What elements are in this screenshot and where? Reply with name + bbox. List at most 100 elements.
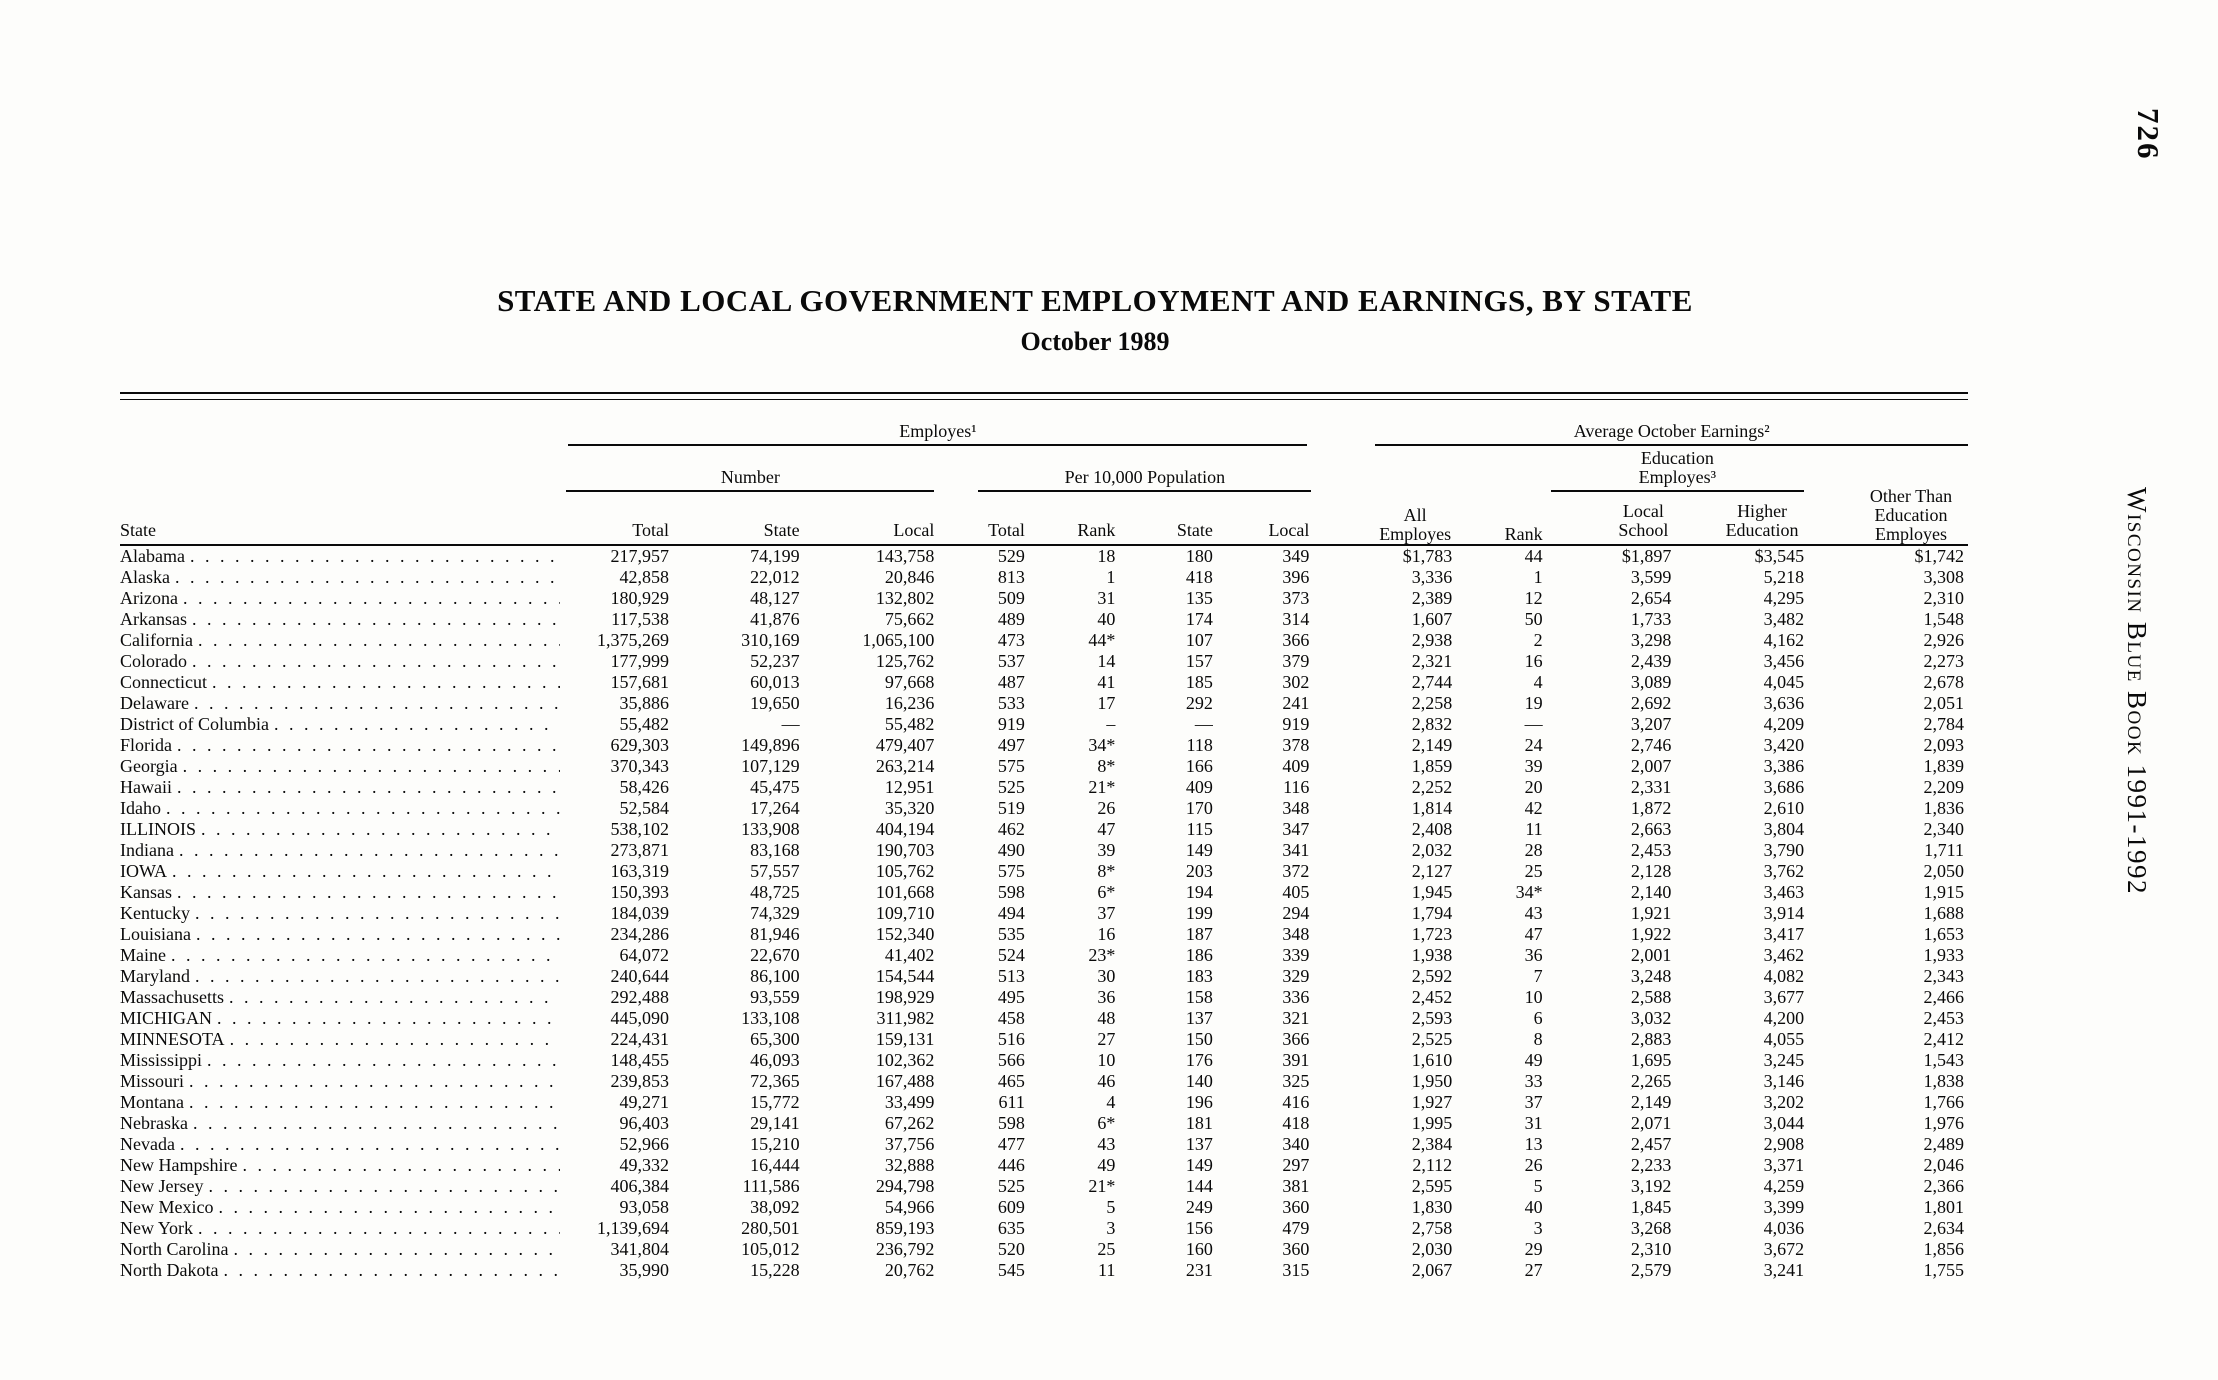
value-cell: 48,127 xyxy=(750,588,800,608)
value-cell: 4,209 xyxy=(1763,714,1805,734)
value-cell: 310,169 xyxy=(741,630,800,650)
value-cell: 3,417 xyxy=(1763,924,1805,944)
value-cell: 34* xyxy=(1515,882,1543,902)
value-cell: 516 xyxy=(997,1029,1025,1049)
value-cell: 3,298 xyxy=(1630,630,1672,650)
value-cell: 65,300 xyxy=(750,1029,800,1049)
value-cell: 3,463 xyxy=(1763,882,1805,902)
header-group-earnings: Average October Earnings² xyxy=(1313,408,1968,446)
value-cell: 170 xyxy=(1185,798,1213,818)
value-cell: 6* xyxy=(1097,1113,1116,1133)
value-cell: 154,544 xyxy=(875,966,935,986)
value-cell: 16,236 xyxy=(884,693,935,713)
leader-dots xyxy=(189,1092,560,1113)
value-cell: 314 xyxy=(1282,609,1310,629)
state-name: IOWA xyxy=(120,861,167,881)
value-cell: 20 xyxy=(1524,777,1543,797)
value-cell: 4,295 xyxy=(1763,588,1805,608)
value-cell: 533 xyxy=(997,693,1025,713)
value-cell: 116 xyxy=(1283,777,1310,797)
value-cell: 34* xyxy=(1088,735,1116,755)
leader-dots xyxy=(179,840,560,861)
value-cell: 3,207 xyxy=(1630,714,1672,734)
value-cell: 196 xyxy=(1185,1092,1213,1112)
value-cell: 23* xyxy=(1088,945,1116,965)
value-cell: 49 xyxy=(1097,1155,1116,1175)
value-cell: 1,607 xyxy=(1411,609,1453,629)
value-cell: 348 xyxy=(1282,798,1310,818)
state-name: MICHIGAN xyxy=(120,1008,212,1028)
state-name-cell: New Hampshire xyxy=(120,1155,562,1176)
value-cell: 163,319 xyxy=(610,861,669,881)
value-cell: 311,982 xyxy=(876,1008,935,1028)
value-cell: 55,482 xyxy=(619,714,669,734)
value-cell: 10 xyxy=(1097,1050,1116,1070)
value-cell: 339 xyxy=(1282,945,1310,965)
value-cell: 174 xyxy=(1185,609,1213,629)
leader-dots xyxy=(193,1113,560,1134)
header-pop-total: Total xyxy=(938,492,1029,546)
value-cell: 28 xyxy=(1524,840,1543,860)
value-cell: 36 xyxy=(1524,945,1543,965)
value-cell: 3,914 xyxy=(1763,903,1805,923)
value-cell: 37,756 xyxy=(884,1134,935,1154)
value-cell: 349 xyxy=(1282,546,1310,566)
value-cell: 3,762 xyxy=(1763,861,1805,881)
value-cell: 44* xyxy=(1088,630,1116,650)
value-cell: 406,384 xyxy=(610,1176,669,1196)
value-cell: 3,371 xyxy=(1763,1155,1805,1175)
state-name-cell: Missouri xyxy=(120,1071,562,1092)
leader-dots xyxy=(274,714,560,735)
value-cell: 1,733 xyxy=(1630,609,1672,629)
value-cell: 2,252 xyxy=(1411,777,1453,797)
state-name: Nevada xyxy=(120,1134,175,1154)
value-cell: 8* xyxy=(1097,756,1116,776)
value-cell: 93,058 xyxy=(619,1197,669,1217)
state-name-cell: MICHIGAN xyxy=(120,1008,562,1029)
value-cell: 1,711 xyxy=(1924,840,1964,860)
state-name: MINNESOTA xyxy=(120,1029,225,1049)
value-cell: 149 xyxy=(1185,1155,1213,1175)
value-cell: 236,792 xyxy=(875,1239,935,1259)
value-cell: 35,320 xyxy=(884,798,935,818)
value-cell: 37 xyxy=(1524,1092,1543,1112)
leader-dots xyxy=(192,651,560,672)
table-row: Florida 629,303 149,896 479,407 497 34* 118 378… xyxy=(120,735,1968,756)
value-cell: 35,886 xyxy=(619,693,669,713)
value-cell: 16 xyxy=(1524,651,1543,671)
value-cell: 479,407 xyxy=(875,735,935,755)
leader-dots xyxy=(190,546,560,567)
value-cell: 96,403 xyxy=(619,1113,669,1133)
state-name-cell: MINNESOTA xyxy=(120,1029,562,1050)
value-cell: 2,321 xyxy=(1411,651,1453,671)
value-cell: 198,929 xyxy=(875,987,935,1007)
state-name: District of Columbia xyxy=(120,714,269,734)
table-row: Arkansas 117,538 41,876 75,662 489 40 174 314 1,… xyxy=(120,609,1968,630)
table-row: MINNESOTA 224,431 65,300 159,131 516 27 150 366… xyxy=(120,1029,1968,1050)
header-group-education-label: Education Employes³ xyxy=(1638,448,1717,487)
state-name-cell: ILLINOIS xyxy=(120,819,562,840)
value-cell: 167,488 xyxy=(875,1071,935,1091)
table-row: Delaware 35,886 19,650 16,236 533 17 292 241 2,2… xyxy=(120,693,1968,714)
state-name-cell: Hawaii xyxy=(120,777,562,798)
value-cell: 2,588 xyxy=(1630,987,1672,1007)
value-cell: 575 xyxy=(997,756,1025,776)
value-cell: 83,168 xyxy=(750,840,800,860)
value-cell: 177,999 xyxy=(610,651,669,671)
table-row: Idaho 52,584 17,264 35,320 519 26 170 348 1,814 4… xyxy=(120,798,1968,819)
value-cell: 20,846 xyxy=(884,567,935,587)
value-cell: 404,194 xyxy=(875,819,935,839)
state-name-cell: Kentucky xyxy=(120,903,562,924)
value-cell: 36 xyxy=(1097,987,1116,1007)
value-cell: 1,830 xyxy=(1411,1197,1453,1217)
value-cell: 1,375,269 xyxy=(596,630,669,650)
value-cell: 137 xyxy=(1185,1134,1213,1154)
table-row: Georgia 370,343 107,129 263,214 575 8* 166 409 1… xyxy=(120,756,1968,777)
leader-dots xyxy=(218,1197,560,1218)
value-cell: 149,896 xyxy=(741,735,800,755)
value-cell: 509 xyxy=(997,588,1025,608)
value-cell: — xyxy=(781,714,800,734)
leader-dots xyxy=(183,756,561,777)
value-cell: 19 xyxy=(1524,693,1543,713)
value-cell: 3,245 xyxy=(1763,1050,1805,1070)
